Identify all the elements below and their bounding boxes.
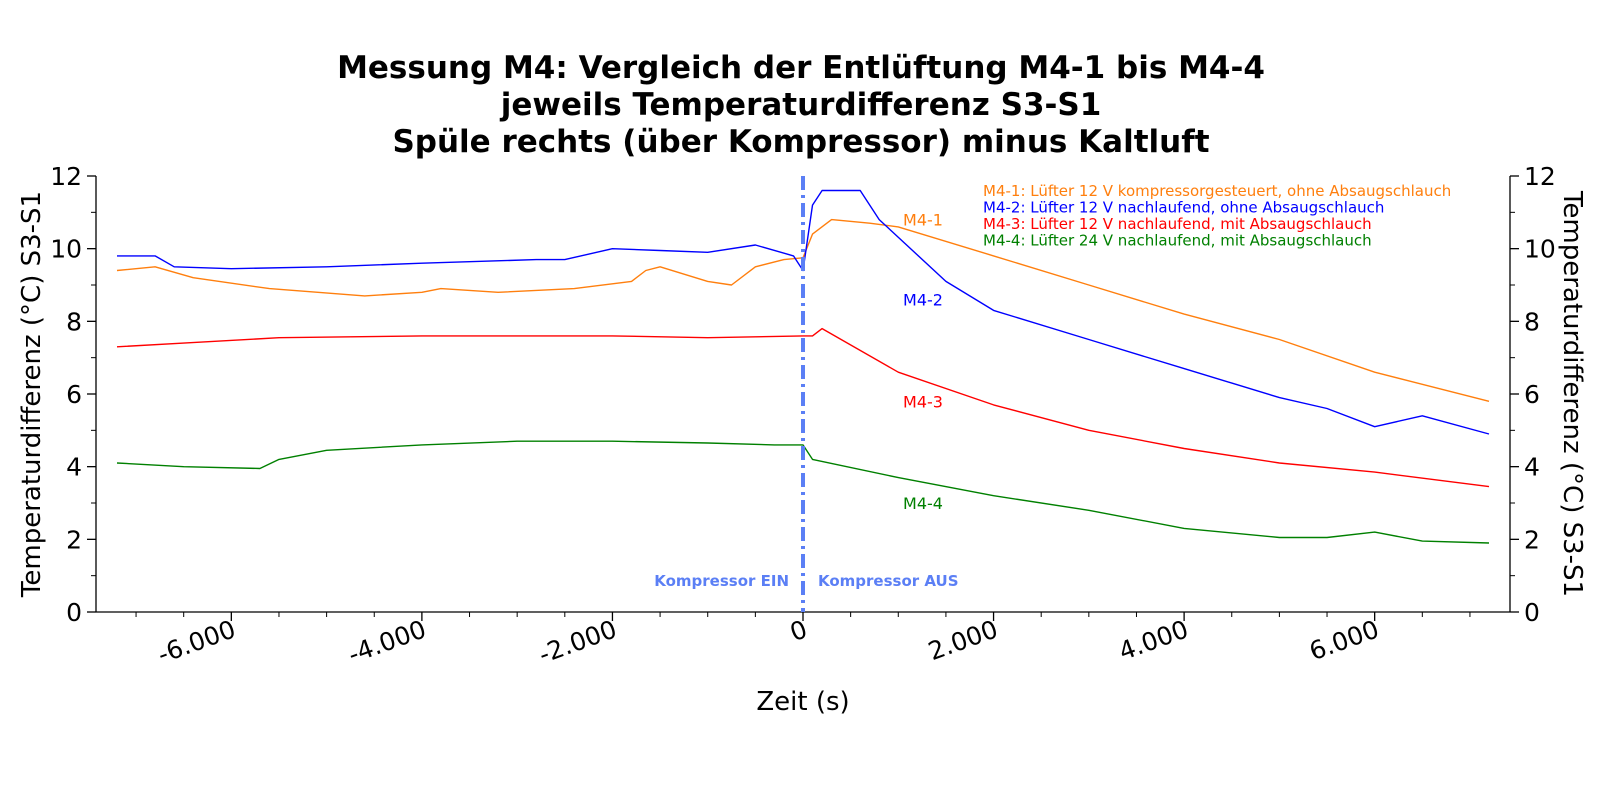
series-labels: M4-1 M4-2 M4-3 M4-4 <box>903 211 943 513</box>
y-tick-label-left-0: 0 <box>66 598 82 627</box>
y-tick-label-left-5: 10 <box>50 235 82 264</box>
y-tick-label-left-2: 4 <box>66 453 82 482</box>
chart-title: Messung M4: Vergleich der Entlüftung M4-… <box>337 50 1265 160</box>
series-label-m4-2: M4-2 <box>903 291 943 310</box>
series-label-m4-3: M4-3 <box>903 392 943 411</box>
series-line-m4-1 <box>116 218 1490 402</box>
series-line-m4-4 <box>116 440 1490 544</box>
y-tick-label-left-4: 8 <box>66 307 82 336</box>
legend-entry-m4-2: M4-2: Lüfter 12 V nachlaufend, ohne Absa… <box>983 199 1384 217</box>
x-tick-label-2: -2.000 <box>535 614 621 669</box>
x-tick-label-5: 4.000 <box>1115 614 1192 666</box>
annotation-kompressor-aus: Kompressor AUS <box>818 572 959 590</box>
series-line-m4-2 <box>117 189 1490 435</box>
ticks: 0 0 2 2 4 4 6 6 8 8 10 10 12 12 -6.000 -4.000 -2.000 0 2.0… <box>50 162 1556 669</box>
y-tick-label-right-0: 0 <box>1524 598 1540 627</box>
series-line-m4-3 <box>116 327 1490 488</box>
legend: M4-1: Lüfter 12 V kompressorgesteuert, o… <box>983 182 1451 250</box>
y-tick-label-left-6: 12 <box>50 162 82 191</box>
chart-title-line-1: Messung M4: Vergleich der Entlüftung M4-… <box>337 50 1265 86</box>
series-label-m4-1: M4-1 <box>903 211 943 230</box>
y-tick-label-right-3: 6 <box>1524 380 1540 409</box>
series-lines <box>116 189 1490 544</box>
x-tick-label-6: 6.000 <box>1306 614 1383 666</box>
y-axis-label-right: Temperaturdifferenz (°C) S3-S1 <box>1557 190 1587 597</box>
chart-title-line-3: Spüle rechts (über Kompressor) minus Kal… <box>392 124 1209 160</box>
x-tick-label-3: 0 <box>786 614 811 647</box>
x-axis-label: Zeit (s) <box>756 687 849 717</box>
y-tick-label-left-1: 2 <box>66 525 82 554</box>
legend-entry-m4-4: M4-4: Lüfter 24 V nachlaufend, mit Absau… <box>983 232 1372 250</box>
y-tick-label-right-6: 12 <box>1524 162 1556 191</box>
legend-entry-m4-1: M4-1: Lüfter 12 V kompressorgesteuert, o… <box>983 182 1451 200</box>
y-tick-label-right-5: 10 <box>1524 235 1556 264</box>
y-tick-label-right-2: 4 <box>1524 453 1540 482</box>
y-tick-label-left-3: 6 <box>66 380 82 409</box>
x-tick-label-4: 2.000 <box>924 614 1001 666</box>
x-tick-label-0: -6.000 <box>154 614 240 669</box>
x-tick-label-1: -4.000 <box>344 614 430 669</box>
series-label-m4-4: M4-4 <box>903 494 943 513</box>
y-tick-label-right-1: 2 <box>1524 525 1540 554</box>
y-tick-label-right-4: 8 <box>1524 307 1540 336</box>
annotation-kompressor-ein: Kompressor EIN <box>654 572 789 590</box>
y-axis-label-left: Temperaturdifferenz (°C) S3-S1 <box>17 191 47 598</box>
chart-title-line-2: jeweils Temperaturdifferenz S3-S1 <box>499 87 1102 123</box>
legend-entry-m4-3: M4-3: Lüfter 12 V nachlaufend, mit Absau… <box>983 215 1372 233</box>
